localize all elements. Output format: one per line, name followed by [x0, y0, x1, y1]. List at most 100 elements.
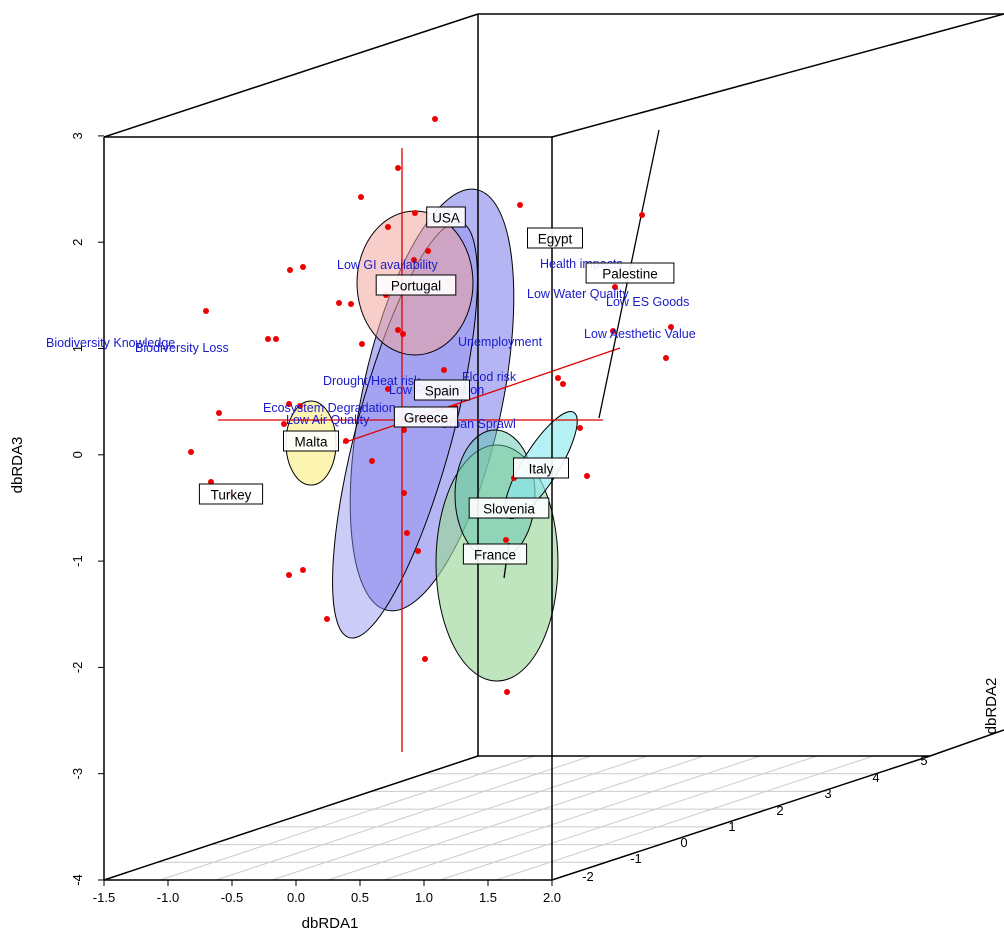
data-point: [401, 427, 407, 433]
group-label-box: [393, 406, 459, 428]
x-tick-label: 2.0: [543, 890, 561, 905]
x-tick-label: 1.5: [479, 890, 497, 905]
z-tick-label: -1: [630, 851, 642, 866]
group-label: Portugal: [391, 279, 441, 294]
y-tick-label: -2: [70, 662, 85, 674]
data-point: [297, 403, 303, 409]
floor-grid-line: [439, 755, 818, 881]
y-axis-title: dbRDA3: [9, 437, 26, 494]
z-tick-label: -2: [582, 869, 594, 884]
group-ellipses: [285, 188, 578, 682]
data-point: [203, 308, 209, 314]
group-label: Slovenia: [483, 502, 535, 517]
data-point: [300, 264, 306, 270]
group-label: Malta: [294, 435, 328, 450]
x-tick-label: 0.5: [351, 890, 369, 905]
data-point: [348, 301, 354, 307]
data-point: [359, 341, 365, 347]
x-tick-label: -0.5: [221, 890, 243, 905]
data-point: [503, 537, 509, 543]
vector-label: Flood risk: [462, 370, 517, 384]
data-point: [663, 355, 669, 361]
vector-label: Low Water Quality: [527, 287, 629, 301]
data-point: [401, 490, 407, 496]
vector-label: Biodiversity Loss: [135, 341, 229, 355]
data-point: [369, 458, 375, 464]
vector-label: Low GI availability: [337, 258, 438, 272]
group-label-box: [198, 483, 264, 505]
z-tick-label: 0: [680, 835, 687, 850]
data-point: [668, 324, 674, 330]
data-point: [400, 331, 406, 337]
x-axis-ticks: -1.5 -1.0 -0.5 0.0 0.5 1.0 1.5 2.0: [93, 880, 561, 905]
data-point: [286, 401, 292, 407]
y-tick-label: 1: [70, 345, 85, 352]
y-tick-label: 3: [70, 132, 85, 139]
z-axis-ticks: -2 -1 0 1 2 3 4 5: [582, 753, 927, 884]
y-axis-ticks: -4 -3 -2 -1 0 1 2 3: [70, 132, 104, 886]
group-label-box: [375, 274, 457, 296]
z-tick-label: 5: [920, 753, 927, 768]
vector-label: Drought/Heat risk: [323, 374, 421, 388]
data-point: [287, 267, 293, 273]
z-tick-label: 2: [776, 803, 783, 818]
data-point: [411, 257, 417, 263]
group-label-box: [513, 457, 569, 479]
data-point: [517, 202, 523, 208]
data-point: [504, 689, 510, 695]
floor-grid-line: [215, 755, 592, 881]
group-label: Palestine: [602, 267, 658, 282]
vector-label: Unemployment: [458, 335, 543, 349]
y-tick-label: 0: [70, 451, 85, 458]
floor-grid-line: [383, 755, 761, 881]
data-point: [336, 300, 342, 306]
data-point: [560, 381, 566, 387]
data-point: [286, 572, 292, 578]
y-tick-label: -1: [70, 555, 85, 567]
data-point: [385, 224, 391, 230]
data-point: [216, 410, 222, 416]
floor-grid-line: [327, 755, 705, 881]
data-point: [265, 336, 271, 342]
group-label-box: [585, 262, 675, 284]
group-label-box: [426, 206, 466, 228]
z-tick-label: 1: [728, 819, 735, 834]
data-point: [415, 548, 421, 554]
data-point: [584, 473, 590, 479]
group-label: Greece: [404, 411, 448, 426]
data-point: [610, 328, 616, 334]
x-tick-label: 1.0: [415, 890, 433, 905]
vector-label: Low Aesthetic Value: [584, 327, 696, 341]
floor-grid: [157, 755, 876, 881]
vector-label: Low ES Goods: [606, 295, 689, 309]
group-label: France: [474, 548, 516, 563]
group-label: USA: [432, 211, 460, 226]
data-point: [612, 284, 618, 290]
data-point: [324, 616, 330, 622]
y-tick-label: 2: [70, 239, 85, 246]
data-point: [577, 425, 583, 431]
data-point: [422, 656, 428, 662]
z-axis-title: dbRDA2: [983, 678, 1000, 735]
z-tick-label: 4: [872, 770, 879, 785]
group-label: Turkey: [211, 488, 252, 503]
vector-label: Ecosystem Degradation: [263, 401, 396, 415]
y-tick-label: -4: [70, 874, 85, 886]
data-point: [343, 438, 349, 444]
data-point: [300, 567, 306, 573]
group-labels: USA Egypt Palestine Portugal Spain Greece Malt…: [198, 206, 675, 565]
floor-grid-line: [495, 755, 874, 881]
data-point: [412, 210, 418, 216]
data-point: [555, 375, 561, 381]
x-tick-label: -1.0: [157, 890, 179, 905]
group-label-box: [468, 497, 550, 519]
z-tick-label: 3: [824, 786, 831, 801]
floor-grid-line: [271, 755, 648, 881]
floor-grid-line: [159, 755, 535, 881]
data-point: [441, 367, 447, 373]
plot-box: [103, 13, 1004, 881]
data-point: [395, 165, 401, 171]
data-point: [432, 116, 438, 122]
x-axis-title: dbRDA1: [302, 915, 359, 932]
